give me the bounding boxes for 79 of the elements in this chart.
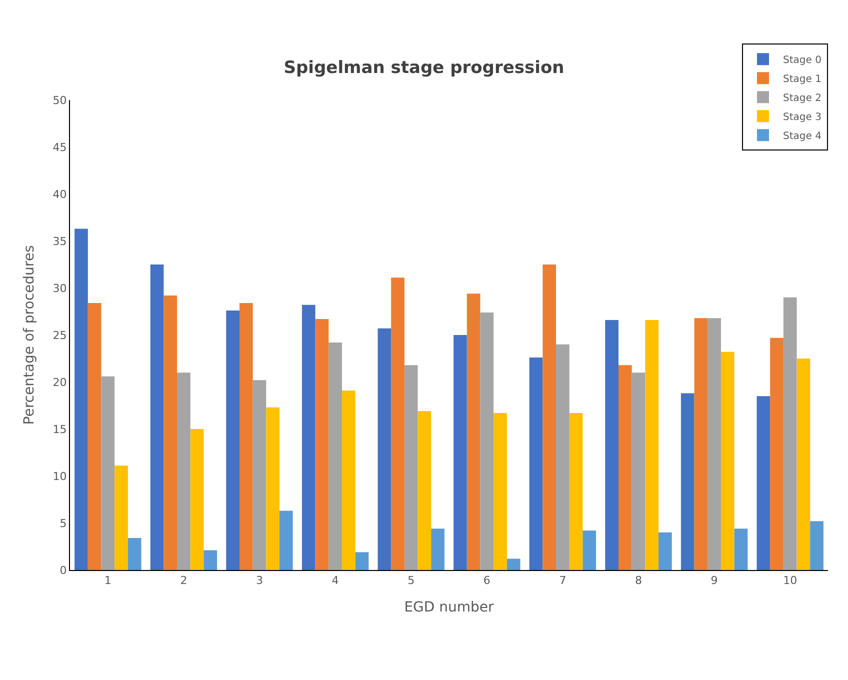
y-tick-label: 25 bbox=[52, 328, 67, 342]
bar bbox=[632, 372, 646, 570]
bar bbox=[720, 352, 734, 570]
bar bbox=[378, 328, 392, 570]
x-axis-title: EGD number bbox=[404, 600, 494, 616]
bar bbox=[645, 320, 659, 570]
bar bbox=[529, 358, 543, 570]
bar bbox=[556, 344, 570, 570]
bar bbox=[204, 550, 218, 570]
legend-label: Stage 2 bbox=[783, 93, 822, 104]
bar bbox=[680, 393, 694, 570]
legend-label: Stage 3 bbox=[783, 112, 822, 123]
bar bbox=[783, 297, 797, 570]
x-tick-label: 1 bbox=[104, 574, 112, 588]
x-tick-label: 3 bbox=[256, 574, 263, 588]
bar bbox=[355, 552, 369, 570]
bar bbox=[164, 296, 178, 570]
bar bbox=[480, 312, 494, 570]
x-tick-label: 7 bbox=[559, 574, 566, 588]
y-tick-label: 50 bbox=[52, 94, 67, 107]
y-tick-label: 10 bbox=[52, 470, 67, 483]
bar bbox=[150, 264, 164, 570]
y-axis-title: Percentage of procedures bbox=[21, 245, 38, 425]
y-tick-label: 5 bbox=[60, 516, 67, 530]
y-tick-label: 20 bbox=[52, 376, 67, 389]
y-tick-label: 40 bbox=[52, 188, 67, 201]
bar bbox=[177, 372, 190, 570]
bar bbox=[694, 318, 708, 570]
bar bbox=[88, 303, 102, 570]
bar bbox=[466, 294, 480, 570]
bar bbox=[454, 335, 467, 570]
bar bbox=[391, 278, 404, 570]
bar bbox=[315, 319, 329, 570]
legend-label: Stage 0 bbox=[783, 55, 822, 66]
x-tick-label: 9 bbox=[710, 574, 718, 588]
chart-title: Spigelman stage progression bbox=[284, 58, 564, 78]
bar bbox=[756, 396, 770, 570]
bar bbox=[542, 264, 556, 570]
bar bbox=[239, 303, 253, 570]
y-tick-label: 15 bbox=[52, 422, 67, 436]
bar bbox=[101, 376, 115, 570]
y-tick-label: 35 bbox=[52, 234, 67, 248]
bar bbox=[605, 320, 618, 570]
bar bbox=[252, 380, 266, 570]
bar bbox=[582, 530, 596, 570]
y-tick-label: 0 bbox=[60, 564, 67, 577]
bar bbox=[74, 228, 88, 570]
x-tick-label: 2 bbox=[180, 574, 188, 588]
bar bbox=[796, 358, 810, 570]
bar bbox=[266, 407, 280, 570]
bar bbox=[431, 528, 444, 570]
bar bbox=[404, 365, 418, 570]
bar bbox=[280, 510, 293, 570]
bar bbox=[302, 304, 316, 570]
bar bbox=[190, 429, 204, 570]
bar bbox=[494, 413, 507, 570]
bar bbox=[658, 532, 672, 570]
bar bbox=[328, 342, 342, 570]
x-tick-label: 6 bbox=[483, 574, 490, 588]
bar bbox=[618, 365, 632, 570]
bar bbox=[569, 413, 583, 570]
bar bbox=[708, 318, 721, 570]
bar bbox=[226, 310, 240, 570]
y-tick-label: 30 bbox=[52, 282, 67, 295]
legend-label: Stage 1 bbox=[783, 74, 822, 85]
bar bbox=[506, 558, 520, 570]
x-tick-label: 5 bbox=[408, 574, 415, 588]
x-tick-label: 4 bbox=[332, 574, 339, 588]
x-tick-label: 8 bbox=[635, 574, 642, 588]
bar bbox=[810, 521, 824, 570]
bar bbox=[770, 338, 784, 570]
bar bbox=[114, 466, 128, 570]
y-tick-label: 45 bbox=[52, 140, 67, 154]
bar bbox=[418, 411, 432, 570]
x-tick-label: 10 bbox=[783, 574, 798, 588]
legend-label: Stage 4 bbox=[783, 131, 822, 142]
bar bbox=[342, 390, 356, 570]
bar bbox=[128, 538, 142, 570]
bar bbox=[734, 528, 748, 570]
